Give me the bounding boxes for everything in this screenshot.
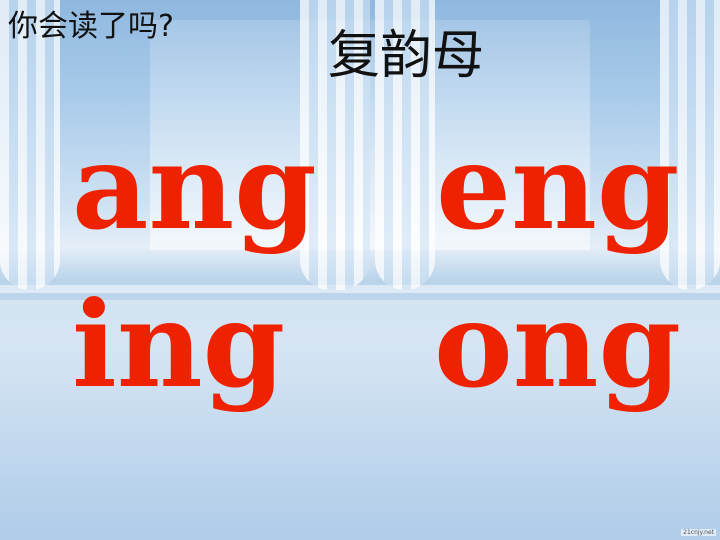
curtain-center-right xyxy=(375,0,435,290)
horizon-line xyxy=(0,285,720,293)
watermark-logo: 21cnjy.net xyxy=(681,529,716,536)
page-title: 复韵母 xyxy=(328,26,485,86)
curtain-right xyxy=(660,0,720,290)
syllable-ang: ang xyxy=(72,117,317,256)
syllable-ong: ong xyxy=(434,275,682,414)
syllable-eng: eng xyxy=(436,117,680,256)
question-text: 你会读了吗? xyxy=(8,9,174,44)
window-background xyxy=(150,20,590,250)
curtain-left xyxy=(0,0,60,290)
floor-background xyxy=(0,300,720,540)
curtain-center-left xyxy=(300,0,370,290)
syllable-ing: ing xyxy=(72,275,286,414)
